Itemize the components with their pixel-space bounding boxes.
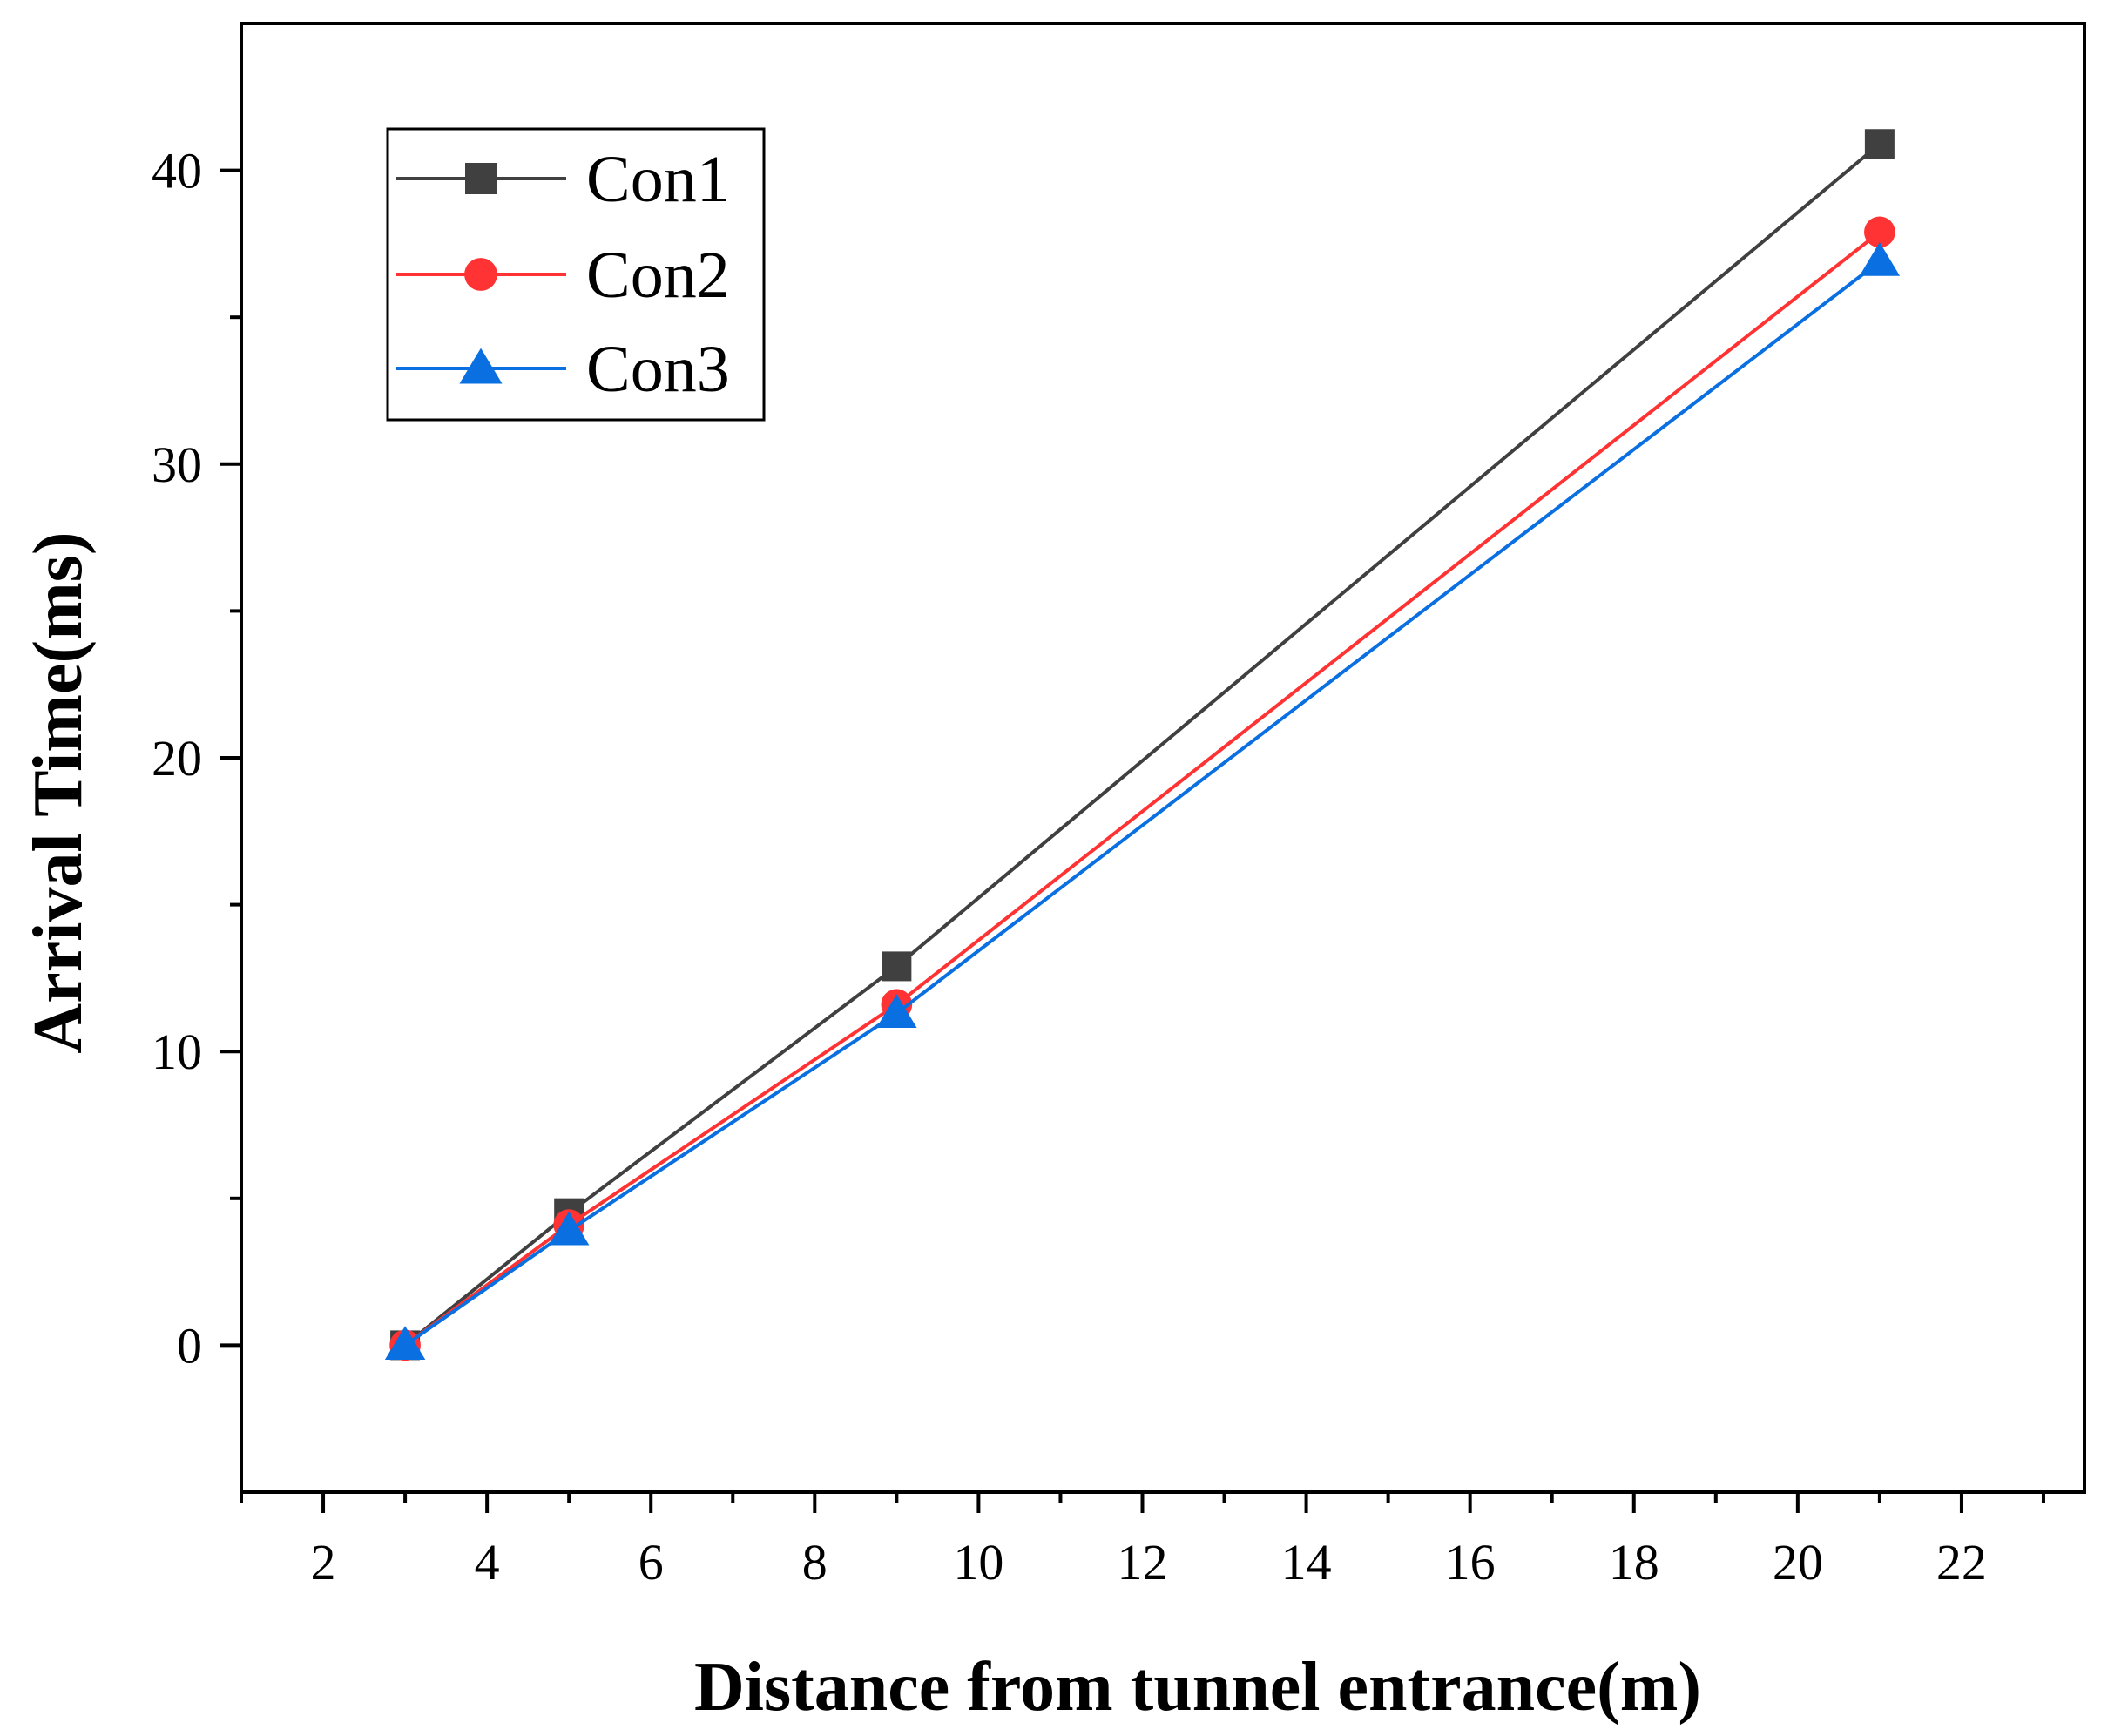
y-tick-label: 10 [152, 1023, 202, 1080]
legend-marker [465, 163, 497, 194]
x-tick-label: 4 [475, 1534, 500, 1591]
data-point [1864, 129, 1895, 159]
legend-label: Con1 [586, 143, 730, 216]
y-tick-label: 0 [177, 1317, 202, 1374]
data-point [882, 951, 912, 982]
data-point [1859, 242, 1901, 276]
series-con3 [384, 242, 1901, 1360]
data-point [876, 994, 917, 1028]
x-tick-label: 8 [802, 1534, 828, 1591]
x-axis-title: Distance from tunnel entrance(m) [694, 1649, 1701, 1726]
legend-marker [459, 348, 503, 384]
x-tick-label: 20 [1773, 1534, 1823, 1591]
x-tick-label: 10 [953, 1534, 1003, 1591]
x-tick-label: 16 [1445, 1534, 1496, 1591]
series-layer [384, 129, 1901, 1361]
x-tick-label: 12 [1117, 1534, 1167, 1591]
x-tick-label: 22 [1936, 1534, 1987, 1591]
data-point [384, 1326, 426, 1360]
series-line [403, 230, 1881, 1348]
data-point [548, 1211, 590, 1246]
y-axis-title: Arrival Time(ms) [20, 531, 97, 1053]
x-tick-label: 18 [1609, 1534, 1659, 1591]
series-line [403, 142, 1881, 1347]
x-tick-label: 14 [1281, 1534, 1332, 1591]
y-tick-label: 40 [152, 143, 202, 199]
y-tick-label: 30 [152, 436, 202, 493]
legend-label: Con3 [586, 333, 730, 406]
data-point [1864, 216, 1895, 248]
legend-marker [464, 258, 497, 291]
legend-label: Con2 [586, 239, 730, 312]
x-tick-label: 2 [311, 1534, 336, 1591]
legend: Con1 Con2 Con3 [386, 127, 766, 422]
y-axis: 0 10 20 30 40 [152, 143, 241, 1374]
y-tick-label: 20 [152, 730, 202, 787]
series-line [403, 260, 1881, 1348]
x-axis: 2 4 6 8 10 12 14 16 18 20 22 [240, 1492, 2045, 1591]
x-tick-label: 6 [638, 1534, 664, 1591]
